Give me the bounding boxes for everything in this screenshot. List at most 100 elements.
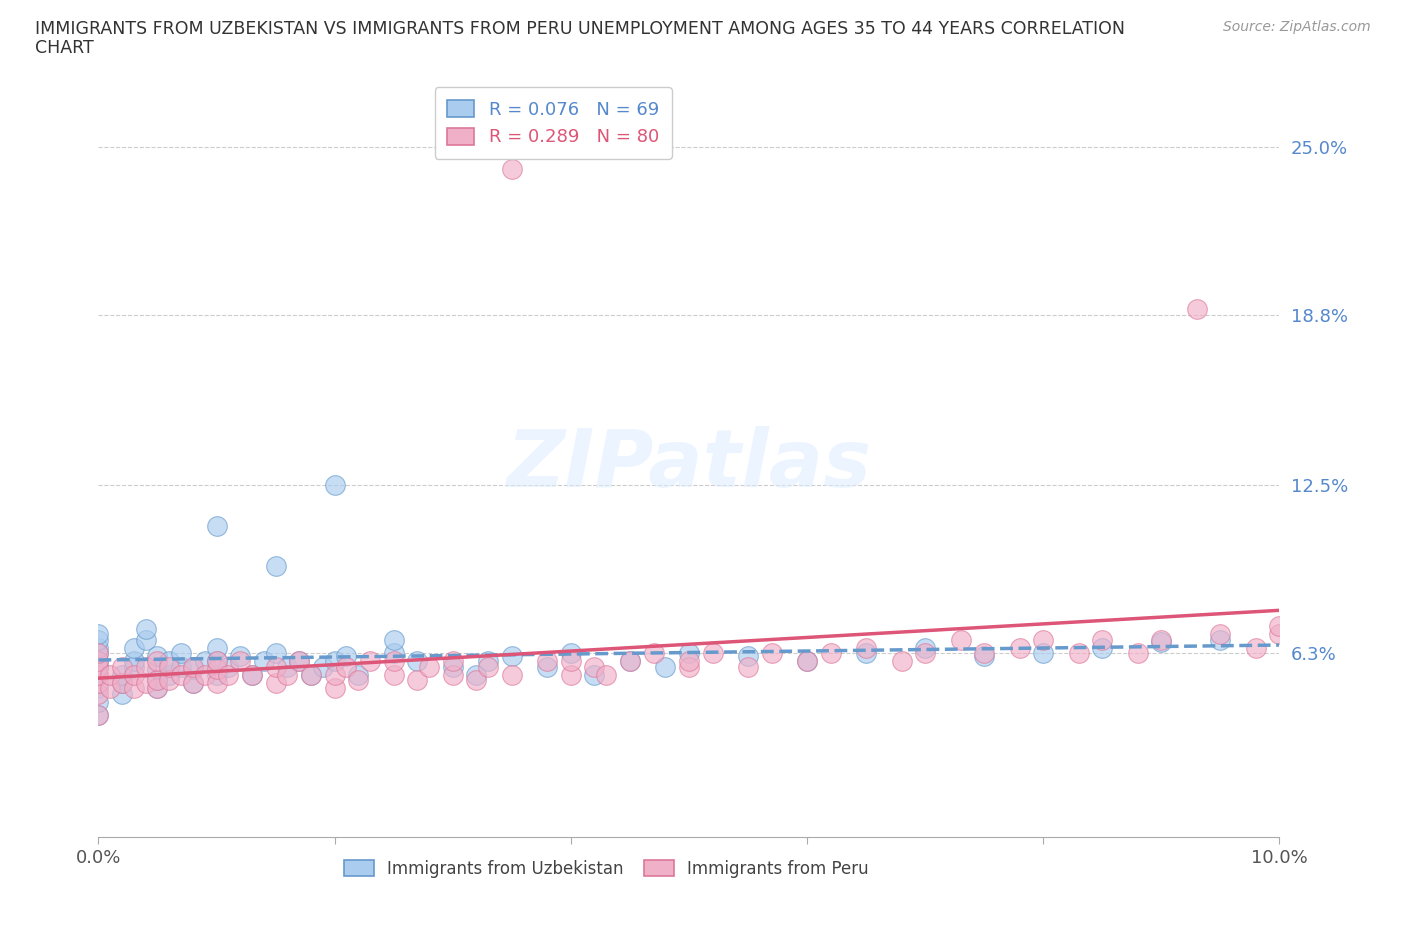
Point	[87, 654, 110, 669]
Point	[1150, 635, 1173, 650]
Point	[240, 667, 263, 682]
Point	[560, 645, 582, 660]
Point	[205, 654, 228, 669]
Point	[737, 659, 759, 674]
Point	[205, 662, 228, 677]
Point	[595, 667, 617, 682]
Point	[157, 667, 180, 682]
Point	[122, 681, 145, 696]
Point	[111, 675, 134, 690]
Point	[240, 667, 263, 682]
Point	[229, 648, 252, 663]
Point	[264, 559, 287, 574]
Point	[1268, 618, 1291, 633]
Point	[135, 675, 157, 690]
Point	[312, 659, 335, 674]
Point	[146, 681, 169, 696]
Point	[87, 645, 110, 660]
Point	[181, 675, 204, 690]
Point	[643, 645, 665, 660]
Point	[205, 667, 228, 682]
Point	[122, 640, 145, 655]
Point	[170, 645, 193, 660]
Point	[678, 645, 700, 660]
Point	[170, 659, 193, 674]
Legend: Immigrants from Uzbekistan, Immigrants from Peru: Immigrants from Uzbekistan, Immigrants f…	[337, 853, 876, 884]
Point	[98, 667, 121, 682]
Point	[1008, 640, 1031, 655]
Point	[157, 672, 180, 687]
Point	[1067, 645, 1090, 660]
Text: Source: ZipAtlas.com: Source: ZipAtlas.com	[1223, 20, 1371, 34]
Point	[205, 675, 228, 690]
Point	[1150, 632, 1173, 647]
Point	[87, 659, 110, 674]
Point	[406, 672, 429, 687]
Point	[87, 640, 110, 655]
Point	[1032, 632, 1054, 647]
Point	[1209, 627, 1232, 642]
Point	[205, 654, 228, 669]
Point	[1209, 632, 1232, 647]
Point	[299, 667, 322, 682]
Point	[973, 645, 995, 660]
Point	[264, 675, 287, 690]
Point	[264, 659, 287, 674]
Point	[135, 632, 157, 647]
Point	[441, 659, 464, 674]
Point	[949, 632, 972, 647]
Point	[288, 654, 311, 669]
Point	[87, 632, 110, 647]
Point	[217, 667, 239, 682]
Point	[477, 654, 499, 669]
Point	[323, 681, 346, 696]
Point	[382, 632, 405, 647]
Point	[205, 640, 228, 655]
Point	[205, 518, 228, 533]
Point	[157, 654, 180, 669]
Point	[914, 645, 936, 660]
Point	[146, 662, 169, 677]
Point	[501, 161, 523, 176]
Point	[87, 675, 110, 690]
Point	[1032, 645, 1054, 660]
Point	[87, 695, 110, 710]
Point	[135, 659, 157, 674]
Point	[146, 648, 169, 663]
Point	[276, 659, 298, 674]
Point	[87, 708, 110, 723]
Point	[1091, 640, 1114, 655]
Point	[477, 659, 499, 674]
Point	[855, 645, 877, 660]
Point	[678, 654, 700, 669]
Point	[87, 659, 110, 674]
Point	[796, 654, 818, 669]
Point	[796, 654, 818, 669]
Point	[1244, 640, 1267, 655]
Point	[855, 640, 877, 655]
Point	[761, 645, 783, 660]
Point	[253, 654, 276, 669]
Point	[1091, 632, 1114, 647]
Point	[465, 667, 488, 682]
Point	[323, 478, 346, 493]
Point	[98, 681, 121, 696]
Point	[583, 659, 606, 674]
Point	[347, 667, 370, 682]
Point	[111, 659, 134, 674]
Point	[146, 672, 169, 687]
Point	[87, 708, 110, 723]
Point	[135, 621, 157, 636]
Point	[335, 648, 357, 663]
Point	[87, 654, 110, 669]
Point	[157, 659, 180, 674]
Point	[619, 654, 641, 669]
Point	[217, 659, 239, 674]
Point	[323, 667, 346, 682]
Point	[122, 667, 145, 682]
Point	[87, 667, 110, 682]
Point	[1268, 627, 1291, 642]
Point	[359, 654, 381, 669]
Point	[382, 667, 405, 682]
Point	[678, 659, 700, 674]
